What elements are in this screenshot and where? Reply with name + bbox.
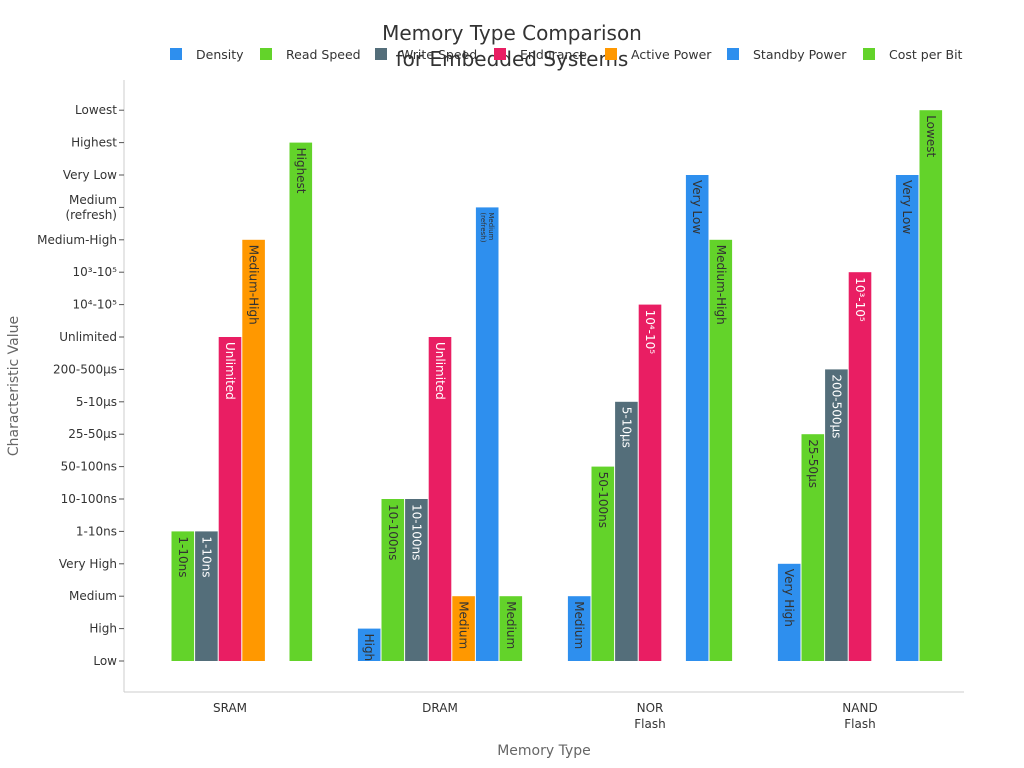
bar [195, 531, 218, 661]
y-tick-label: 50-100ns [61, 460, 117, 474]
bar-value-label: Highest [294, 148, 308, 194]
legend-label: Write Speed [401, 46, 478, 62]
y-tick-label: 1-10ns [76, 524, 117, 538]
bar [405, 499, 428, 661]
bar [452, 596, 475, 661]
bar [825, 369, 848, 661]
bar-value-label: 25-50μs [806, 439, 820, 488]
bar [218, 337, 242, 661]
legend-item[interactable]: Write Speed [375, 44, 477, 64]
bar [357, 628, 381, 661]
y-tick-label: 10³-10⁵ [73, 265, 118, 279]
bar-value-label: Medium-High [714, 245, 728, 325]
bar [895, 175, 919, 661]
bar-value-label: Medium(refresh) [479, 212, 495, 242]
bar [475, 207, 499, 661]
legend-swatch [375, 48, 387, 60]
chart-legend[interactable]: Density Read Speed Write Speed Endurance Act… [0, 44, 1024, 64]
y-tick-label: 10⁴-10⁵ [73, 298, 118, 312]
bar-value-label: Medium-High [247, 245, 261, 325]
y-tick-label: Low [93, 654, 117, 668]
bar-value-label: Very High [782, 569, 796, 627]
bar [591, 466, 615, 661]
bar-value-label: 10³-10⁵ [853, 277, 867, 322]
bar [242, 239, 265, 662]
legend-item[interactable]: Cost per Bit [863, 44, 962, 64]
bar-value-label: 200-500μs [829, 374, 843, 438]
bar-value-label: Unlimited [223, 342, 237, 400]
bar [381, 499, 405, 661]
legend-item[interactable]: Active Power [605, 44, 711, 64]
bar [289, 142, 313, 662]
legend-swatch [863, 48, 875, 60]
y-tick-label: 10-100ns [61, 492, 117, 506]
bar [685, 175, 709, 661]
x-tick-label: NAND Flash [842, 701, 877, 731]
legend-item[interactable]: Read Speed [260, 44, 361, 64]
bar [777, 563, 801, 661]
bar-value-label: 10-100ns [409, 504, 423, 560]
legend-swatch [727, 48, 739, 60]
bar [499, 596, 523, 661]
y-tick-label: 200-500μs [53, 362, 117, 376]
legend-swatch [605, 48, 617, 60]
y-tick-label: Very High [59, 557, 117, 571]
bar-value-label: 50-100ns [596, 472, 610, 528]
legend-label: Standby Power [753, 46, 847, 62]
y-tick-label: Unlimited [59, 330, 117, 344]
y-tick-label: Medium (refresh) [65, 193, 117, 222]
bar-value-label: High [362, 634, 376, 662]
y-tick-label: 5-10μs [76, 395, 117, 409]
bar [171, 531, 195, 661]
legend-label: Endurance [520, 46, 587, 62]
bar-value-label: Lowest [924, 115, 938, 157]
bar [801, 434, 825, 661]
y-tick-label: 25-50μs [68, 427, 117, 441]
legend-swatch [170, 48, 182, 60]
bar-value-label: 10-100ns [386, 504, 400, 560]
y-tick-label: Medium [69, 589, 117, 603]
bar-value-label: Medium [504, 601, 518, 649]
legend-label: Cost per Bit [889, 46, 963, 62]
bar-value-label: Medium [457, 601, 471, 649]
bar-value-label: Medium [572, 601, 586, 649]
bar [709, 239, 733, 662]
bar-value-label: Very Low [690, 180, 704, 234]
bar [567, 596, 591, 661]
legend-swatch [494, 48, 506, 60]
bar-value-label: 1-10ns [199, 536, 213, 577]
bar [428, 337, 452, 661]
legend-item[interactable]: Density [170, 44, 244, 64]
y-tick-label: High [89, 622, 117, 636]
bar-value-label: Very Low [900, 180, 914, 234]
x-tick-label: DRAM [422, 701, 458, 715]
bar [919, 110, 943, 661]
legend-label: Active Power [631, 46, 712, 62]
legend-swatch [260, 48, 272, 60]
bar-value-label: 1-10ns [176, 536, 190, 577]
x-axis-title: Memory Type [497, 743, 591, 759]
x-tick-label: NOR Flash [634, 701, 665, 731]
chart-title: Memory Type Comparison [382, 21, 642, 45]
y-tick-label: Very Low [63, 168, 117, 182]
bar [615, 401, 638, 661]
chart-subtitle: for Embedded Systems [395, 47, 629, 71]
y-tick-label: Lowest [75, 103, 117, 117]
legend-label: Read Speed [286, 46, 361, 62]
bar [638, 304, 662, 661]
y-tick-label: Highest [71, 136, 117, 150]
legend-item[interactable]: Endurance [494, 44, 587, 64]
legend-item[interactable]: Standby Power [727, 44, 846, 64]
bar [848, 272, 872, 661]
y-tick-label: Medium-High [37, 233, 117, 247]
legend-label: Density [196, 46, 244, 62]
x-tick-label: SRAM [213, 701, 247, 715]
bar-value-label: 10⁴-10⁵ [643, 310, 657, 355]
bar-value-label: Unlimited [433, 342, 447, 400]
bar-value-label: 5-10μs [619, 407, 633, 448]
y-axis-title: Characteristic Value [6, 316, 22, 456]
